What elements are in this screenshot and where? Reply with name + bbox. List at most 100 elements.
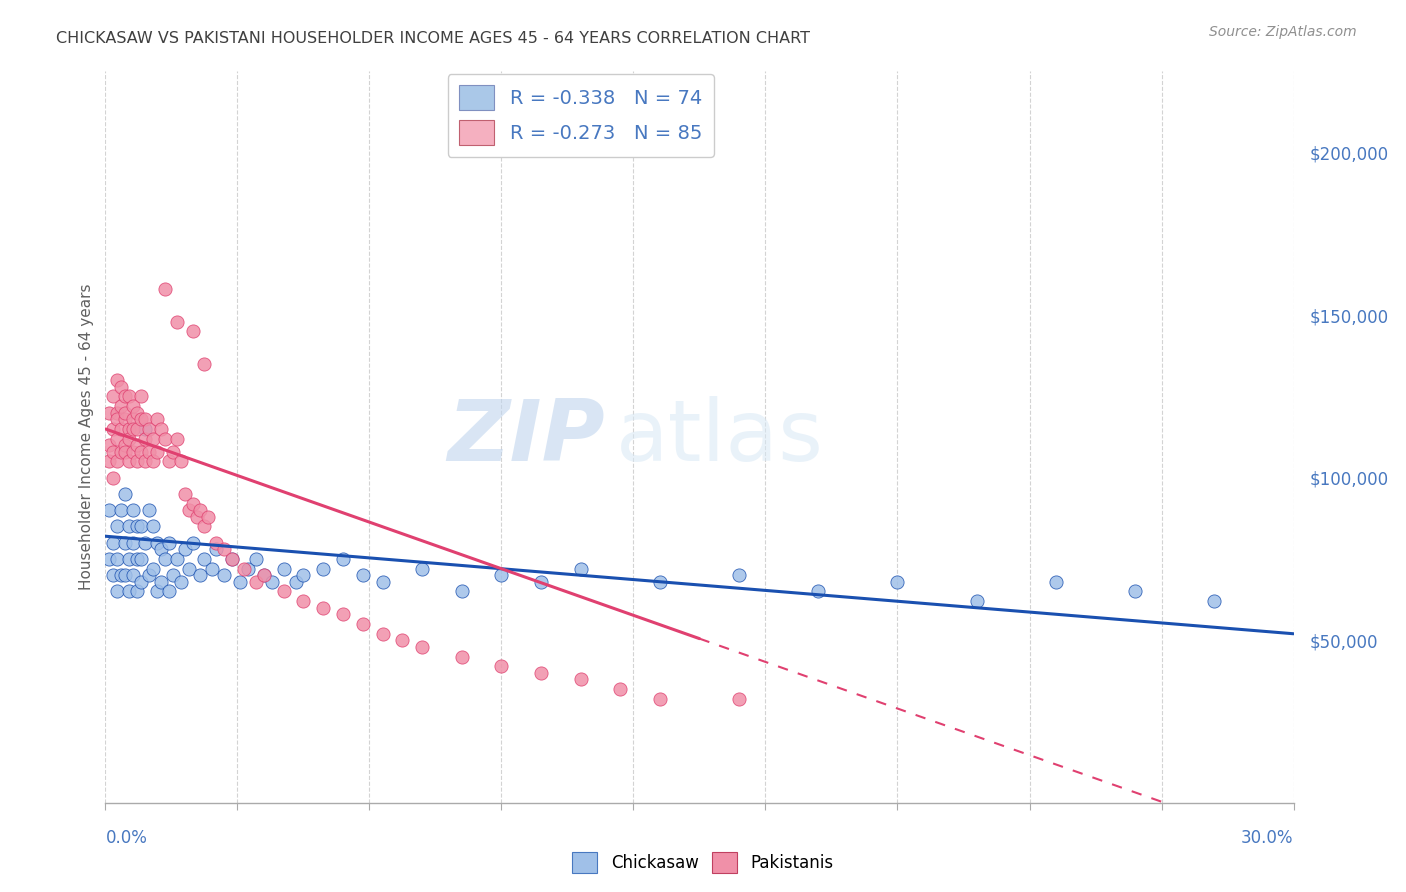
Point [190, 568, 212, 582]
Point [142, 454, 165, 468]
Point [886, 574, 908, 589]
Point [166, 432, 188, 446]
Point [110, 380, 132, 394]
Point [411, 640, 433, 654]
Point [146, 584, 169, 599]
Point [114, 568, 136, 582]
Point [205, 542, 228, 557]
Point [245, 574, 267, 589]
Text: CHICKASAW VS PAKISTANI HOUSEHOLDER INCOME AGES 45 - 64 YEARS CORRELATION CHART: CHICKASAW VS PAKISTANI HOUSEHOLDER INCOM… [56, 31, 810, 46]
Point [1123, 584, 1146, 599]
Point [127, 584, 149, 599]
Point [134, 432, 156, 446]
Point [129, 412, 152, 426]
Point [411, 562, 433, 576]
Point [193, 519, 215, 533]
Point [284, 574, 307, 589]
Point [173, 487, 195, 501]
Point [103, 535, 125, 549]
Point [134, 535, 156, 549]
Point [728, 568, 751, 582]
Point [181, 497, 204, 511]
Point [332, 552, 354, 566]
Point [114, 406, 136, 420]
Point [118, 584, 141, 599]
Point [186, 509, 208, 524]
Point [98, 503, 121, 517]
Point [371, 574, 394, 589]
Point [273, 584, 295, 599]
Point [245, 552, 267, 566]
Point [181, 535, 204, 549]
Point [371, 626, 394, 640]
Point [201, 562, 224, 576]
Point [190, 503, 212, 517]
Point [138, 422, 160, 436]
Text: 0.0%: 0.0% [105, 829, 148, 847]
Point [170, 454, 193, 468]
Point [103, 471, 125, 485]
Point [153, 432, 176, 446]
Point [352, 617, 374, 632]
Point [162, 444, 184, 458]
Point [114, 412, 136, 426]
Point [142, 519, 165, 533]
Point [110, 422, 132, 436]
Point [166, 315, 188, 329]
Point [221, 552, 243, 566]
Point [157, 454, 180, 468]
Point [114, 444, 136, 458]
Point [110, 444, 132, 458]
Point [205, 535, 228, 549]
Point [292, 568, 315, 582]
Point [103, 568, 125, 582]
Point [127, 438, 149, 452]
Point [146, 444, 169, 458]
Text: 30.0%: 30.0% [1241, 829, 1294, 847]
Point [146, 535, 169, 549]
Point [122, 399, 145, 413]
Point [391, 633, 413, 648]
Point [236, 562, 259, 576]
Point [149, 422, 172, 436]
Point [609, 681, 631, 696]
Point [260, 574, 283, 589]
Point [127, 519, 149, 533]
Point [221, 552, 243, 566]
Text: Source: ZipAtlas.com: Source: ZipAtlas.com [1209, 25, 1357, 39]
Point [1204, 594, 1226, 608]
Point [134, 454, 156, 468]
Point [129, 444, 152, 458]
Point [138, 568, 160, 582]
Point [450, 584, 472, 599]
Point [127, 406, 149, 420]
Point [105, 584, 128, 599]
Point [153, 552, 176, 566]
Point [229, 574, 252, 589]
Point [118, 519, 141, 533]
Point [127, 454, 149, 468]
Point [105, 406, 128, 420]
Text: atlas: atlas [616, 395, 824, 479]
Point [253, 568, 276, 582]
Point [105, 519, 128, 533]
Point [103, 389, 125, 403]
Point [233, 562, 256, 576]
Point [103, 422, 125, 436]
Point [98, 454, 121, 468]
Point [114, 438, 136, 452]
Point [177, 503, 200, 517]
Point [134, 422, 156, 436]
Point [273, 562, 295, 576]
Point [110, 503, 132, 517]
Point [530, 574, 553, 589]
Point [138, 503, 160, 517]
Point [177, 562, 200, 576]
Point [127, 422, 149, 436]
Point [170, 574, 193, 589]
Point [110, 568, 132, 582]
Point [157, 584, 180, 599]
Point [138, 444, 160, 458]
Point [491, 659, 513, 673]
Point [127, 552, 149, 566]
